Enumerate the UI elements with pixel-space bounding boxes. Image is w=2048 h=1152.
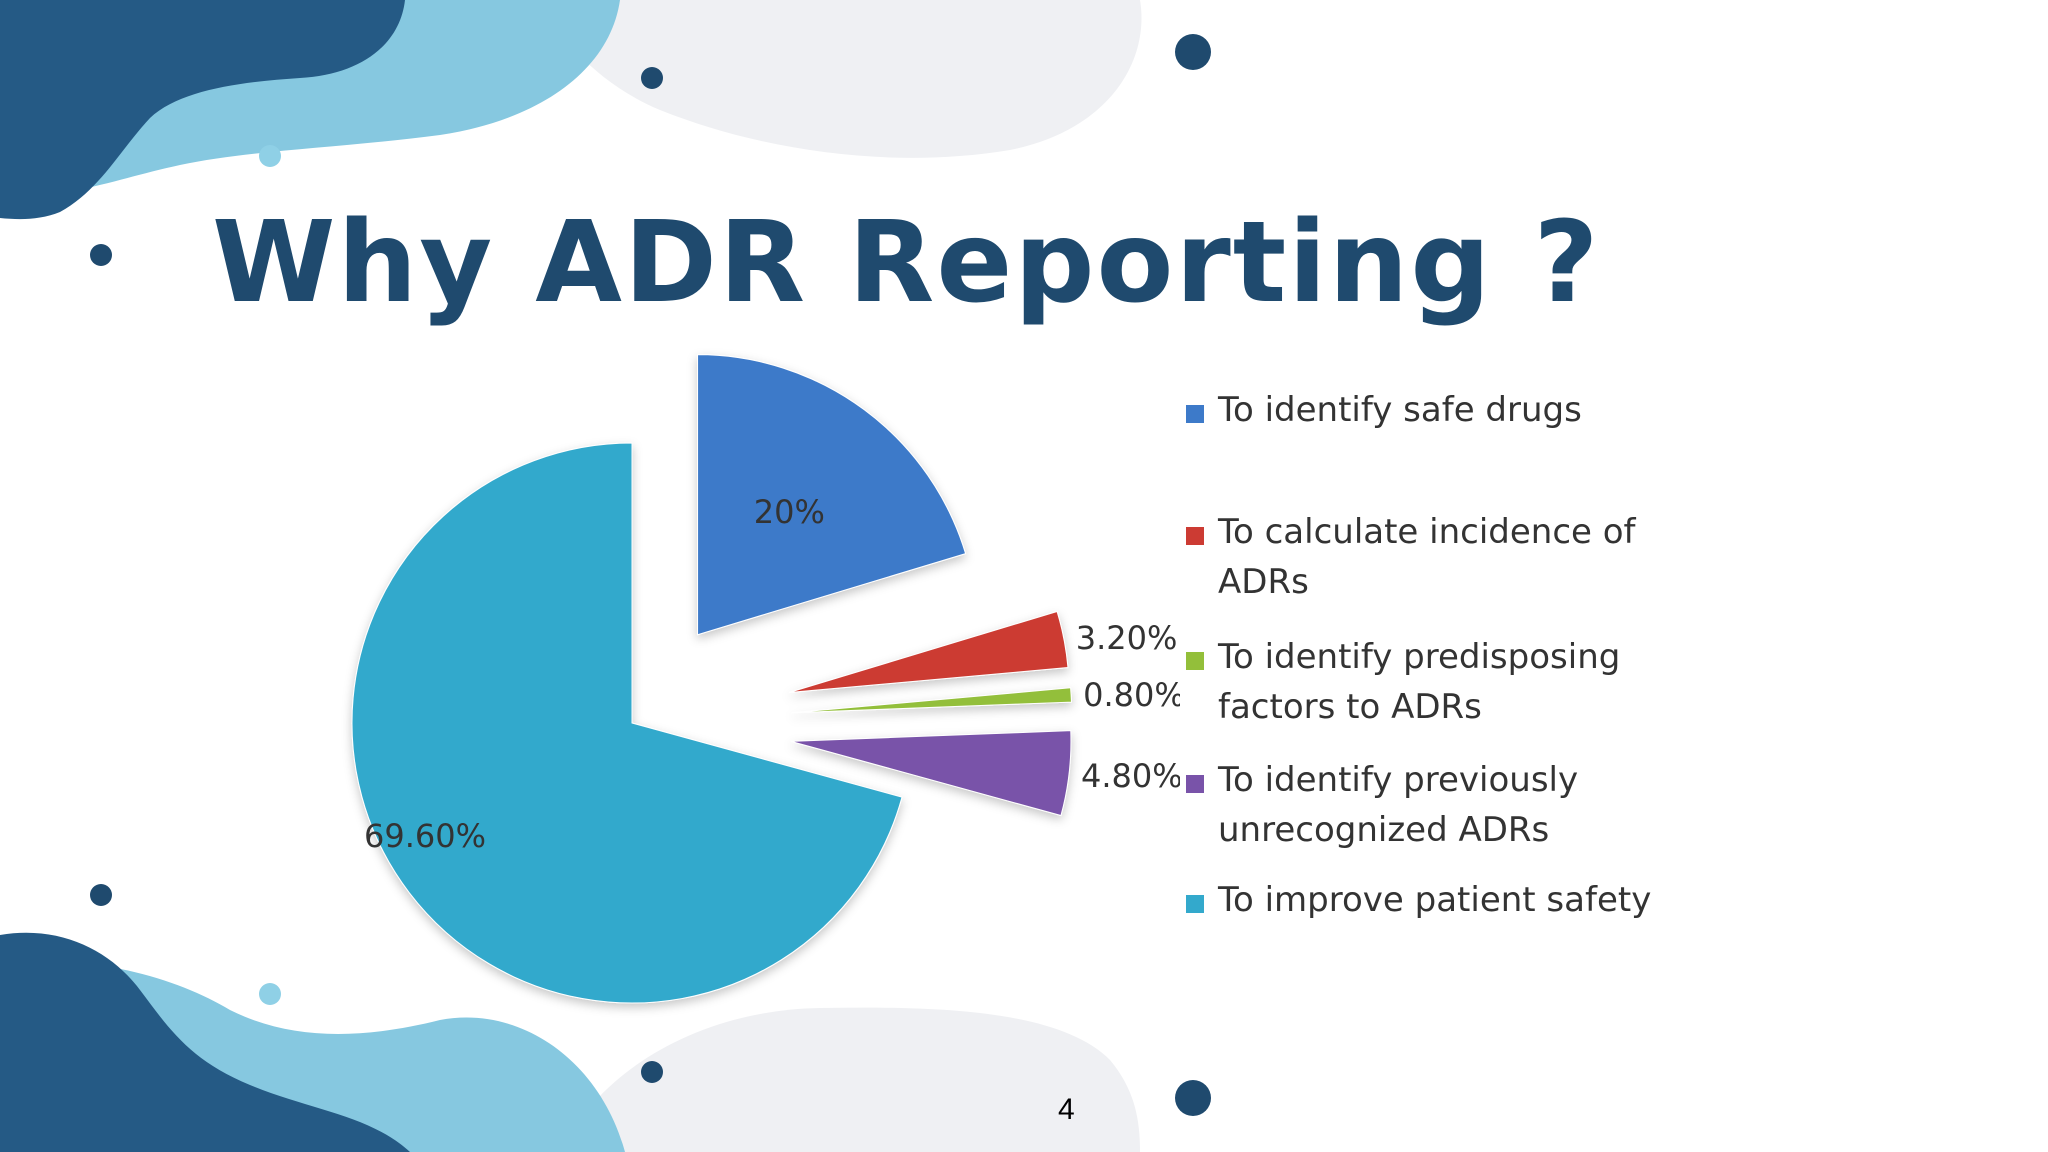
pie-slice-to-improve-patient-safety [351, 442, 903, 1004]
dot [90, 884, 112, 906]
pie-data-label: 20% [754, 493, 825, 531]
legend-label: To identify previously unrecognized ADRs [1218, 760, 1579, 850]
pie-slice-to-identify-safe-drugs [697, 354, 967, 636]
dot [1175, 1080, 1211, 1116]
pie-chart: 20% 3.20% 0.80% 4.80% 69.60% To identify saf… [300, 345, 1720, 1025]
pie-data-label: 69.60% [364, 817, 486, 855]
legend-label: To identify safe drugs [1218, 390, 1582, 430]
legend-label: To improve patient safety [1218, 880, 1652, 920]
legend-swatch [1186, 405, 1204, 423]
dot [641, 67, 663, 89]
dot [259, 983, 281, 1005]
dot [90, 244, 112, 266]
pie-slice-to-identify-previously-unrecognized-adrs [790, 730, 1072, 817]
legend-swatch [1186, 775, 1204, 793]
legend-label: To identify predisposing factors to ADRs [1218, 637, 1621, 727]
page-number: 4 [1058, 1093, 1075, 1126]
dot [259, 145, 281, 167]
top-left-dark-wave [0, 0, 405, 220]
legend-swatch [1186, 652, 1204, 670]
top-gray-blob [540, 0, 1142, 158]
legend-swatch [1186, 895, 1204, 913]
slide-title: Why ADR Reporting ? [212, 198, 1601, 328]
legend-label: To calculate incidence of ADRs [1218, 512, 1636, 602]
dot [1175, 34, 1211, 70]
pie-data-label: 3.20% [1076, 619, 1178, 657]
bottom-gray-blob [560, 1007, 1140, 1152]
pie-slice-to-identify-predisposing-factors-to-adrs [791, 687, 1072, 714]
pie-data-label: 0.80% [1083, 676, 1180, 714]
dot [641, 1061, 663, 1083]
pie-slice-to-calculate-incidence-of-adrs [788, 610, 1069, 694]
legend-swatch [1186, 527, 1204, 545]
bottom-left-dark-wave [0, 932, 410, 1152]
pie-chart-plot: 20% 3.20% 0.80% 4.80% 69.60% [351, 354, 1180, 1004]
pie-data-label: 4.80% [1081, 757, 1180, 795]
